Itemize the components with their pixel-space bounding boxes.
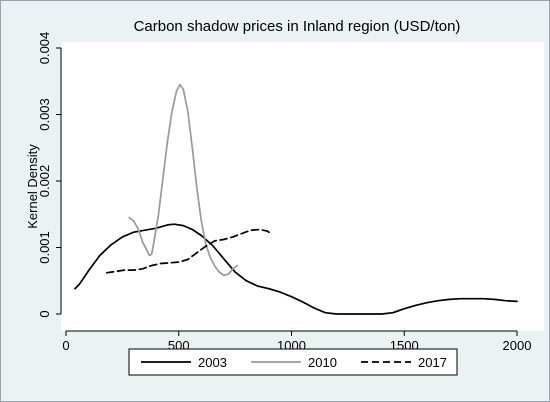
y-tick-label: 0.002 — [37, 165, 52, 198]
plot-area — [61, 42, 544, 331]
y-tick-label: 0 — [37, 310, 52, 317]
x-tick-label: 2000 — [503, 338, 532, 353]
y-tick-label: 0.003 — [37, 98, 52, 131]
series-layer — [74, 83, 518, 315]
legend-label-2010: 2010 — [308, 355, 337, 370]
y-axis-label: Kernel Density — [25, 144, 40, 229]
legend: 2003 2010 2017 — [128, 348, 458, 376]
x-tick-label: 0 — [62, 338, 69, 353]
y-tick-label: 0.004 — [37, 32, 52, 65]
series-line-2010 — [128, 83, 239, 277]
y-tick-label: 0.001 — [37, 231, 52, 264]
legend-label-2017: 2017 — [418, 355, 447, 370]
series-line-2017 — [105, 228, 273, 274]
chart-title: Carbon shadow prices in Inland region (U… — [134, 18, 461, 35]
legend-label-2003: 2003 — [198, 355, 227, 370]
